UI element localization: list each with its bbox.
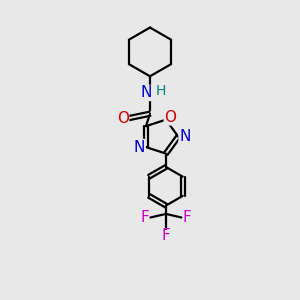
Text: N: N <box>134 140 145 154</box>
Text: H: H <box>156 84 166 98</box>
Text: N: N <box>179 129 190 144</box>
Text: O: O <box>117 111 129 126</box>
Text: F: F <box>183 210 192 225</box>
Text: F: F <box>161 228 170 243</box>
Text: F: F <box>140 210 149 225</box>
Text: N: N <box>140 85 152 100</box>
Text: O: O <box>164 110 176 125</box>
